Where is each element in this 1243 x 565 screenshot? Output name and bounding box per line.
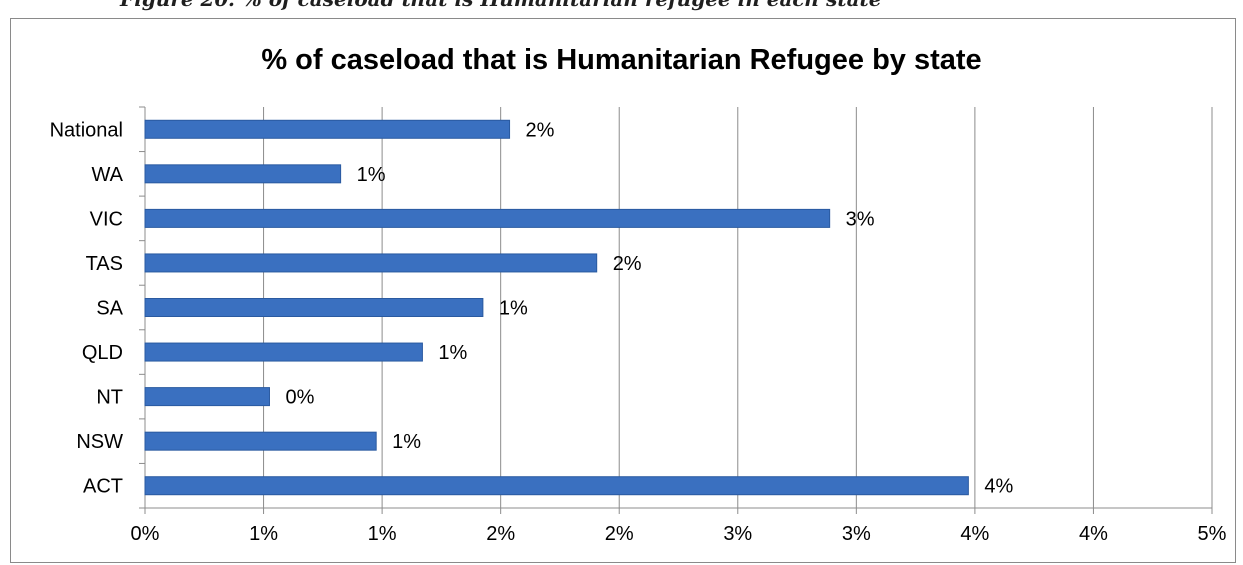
data-label: 0% (285, 387, 314, 409)
x-tick-label: 2% (605, 523, 634, 545)
bar (144, 164, 342, 184)
data-label: 2% (613, 253, 642, 275)
category-label: NT (96, 387, 123, 409)
category-label: NSW (76, 431, 123, 453)
data-label: 1% (357, 164, 386, 186)
x-tick-label: 1% (368, 523, 397, 545)
bar (144, 298, 484, 317)
x-tick-label: 4% (960, 523, 989, 545)
x-tick-label: 3% (842, 523, 871, 545)
x-tick-label: 1% (249, 523, 278, 545)
x-tick-label: 5% (1198, 523, 1227, 545)
bar (144, 208, 831, 228)
category-label: SA (96, 298, 123, 320)
category-label: ACT (83, 476, 123, 498)
x-tick-label: 4% (1079, 523, 1108, 545)
data-label: 2% (526, 119, 555, 141)
x-tick-label: 2% (486, 523, 515, 545)
figure-caption: Figure 20: % of caseload that is Humanit… (120, 0, 882, 11)
category-label: TAS (86, 253, 123, 275)
bar (144, 342, 423, 362)
data-label: 1% (438, 342, 467, 364)
data-label: 3% (846, 208, 875, 230)
bar (144, 431, 377, 451)
category-label: QLD (82, 342, 123, 364)
chart-title: % of caseload that is Humanitarian Refug… (261, 44, 982, 76)
data-label: 1% (499, 298, 528, 320)
data-label: 1% (392, 431, 421, 453)
category-label: National (50, 119, 123, 141)
bar (144, 253, 598, 273)
bar (144, 387, 270, 407)
bar (144, 119, 511, 139)
category-label: VIC (90, 208, 123, 230)
x-tick-label: 3% (723, 523, 752, 545)
category-label: WA (92, 164, 124, 186)
x-tick-label: 0% (131, 523, 160, 545)
data-label: 4% (984, 476, 1013, 498)
bar (144, 476, 969, 496)
chart-frame (10, 18, 1236, 563)
